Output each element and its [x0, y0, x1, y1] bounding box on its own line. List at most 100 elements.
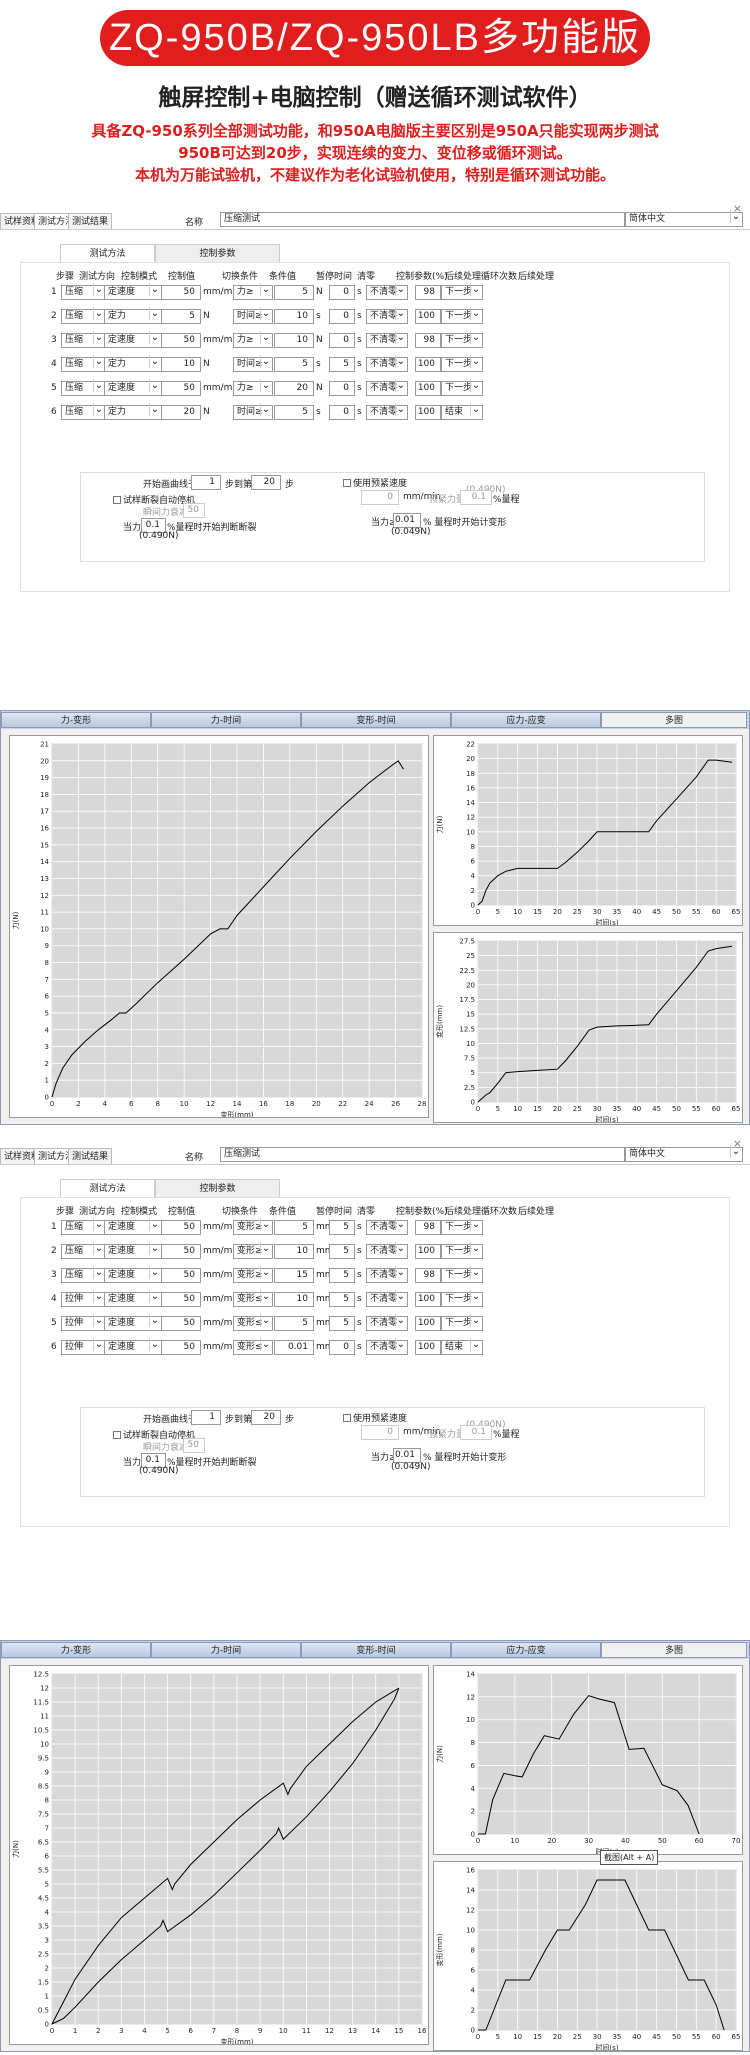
condition-select[interactable]: 变形≥ [233, 1218, 273, 1235]
control-param[interactable]: 100 [415, 1316, 441, 1331]
control-param[interactable]: 98 [415, 1268, 441, 1283]
pause-time[interactable]: 0 [329, 333, 355, 348]
condition-value[interactable]: 5 [274, 285, 314, 300]
clear-select[interactable]: 不清零 [366, 379, 408, 396]
next-action-select[interactable]: 下一步 [441, 307, 483, 324]
pause-time[interactable]: 5 [329, 1316, 355, 1331]
pause-time[interactable]: 5 [329, 357, 355, 372]
control-value[interactable]: 5 [161, 309, 201, 324]
direction-select[interactable]: 拉伸 [61, 1314, 106, 1331]
control-param[interactable]: 98 [415, 285, 441, 300]
close-button[interactable]: × [732, 202, 742, 215]
mode-select[interactable]: 定力 [104, 307, 162, 324]
checkbox-box[interactable] [343, 479, 351, 487]
direction-select[interactable]: 压缩 [61, 1266, 106, 1283]
break-force-input[interactable]: 0.1 [141, 518, 166, 533]
chart-tab-1[interactable]: 力-时间 [151, 1642, 301, 1658]
clear-select[interactable]: 不清零 [366, 1218, 408, 1235]
mode-select[interactable]: 定速度 [104, 379, 162, 396]
control-value[interactable]: 20 [161, 405, 201, 420]
condition-select[interactable]: 变形≥ [233, 1242, 273, 1259]
direction-select[interactable]: 压缩 [61, 331, 106, 348]
pause-time[interactable]: 5 [329, 1244, 355, 1259]
auto-stop-checkbox[interactable]: 试样断裂自动停机 [113, 1428, 195, 1441]
condition-select[interactable]: 时间≥ [233, 355, 273, 372]
subtab-params[interactable]: 控制参数 [155, 244, 280, 262]
pause-time[interactable]: 0 [329, 1340, 355, 1355]
chart-tab-3[interactable]: 应力-应变 [451, 1642, 601, 1658]
pause-time[interactable]: 5 [329, 1268, 355, 1283]
break-force-input[interactable]: 0.1 [141, 1453, 166, 1468]
chart-tab-2[interactable]: 变形-时间 [301, 1642, 451, 1658]
direction-select[interactable]: 压缩 [61, 379, 106, 396]
clear-select[interactable]: 不清零 [366, 307, 408, 324]
chart-tab-2[interactable]: 变形-时间 [301, 712, 451, 728]
pause-time[interactable]: 5 [329, 1292, 355, 1307]
control-param[interactable]: 100 [415, 309, 441, 324]
start-step-input[interactable]: 1 [191, 1410, 221, 1425]
direction-select[interactable]: 压缩 [61, 403, 106, 420]
condition-value[interactable]: 20 [274, 381, 314, 396]
control-param[interactable]: 100 [415, 405, 441, 420]
next-action-select[interactable]: 结束 [441, 1338, 483, 1355]
condition-select[interactable]: 时间≥ [233, 307, 273, 324]
condition-select[interactable]: 变形≤ [233, 1314, 273, 1331]
pause-time[interactable]: 0 [329, 285, 355, 300]
tab-2[interactable]: 测试结果 [68, 213, 113, 229]
preload-force-input[interactable]: 0.1 [460, 1425, 492, 1440]
condition-select[interactable]: 力≥ [233, 379, 273, 396]
language-select[interactable]: 简体中文 [625, 210, 743, 227]
direction-select[interactable]: 压缩 [61, 283, 106, 300]
mode-select[interactable]: 定速度 [104, 283, 162, 300]
condition-select[interactable]: 变形≤ [233, 1290, 273, 1307]
control-param[interactable]: 100 [415, 1340, 441, 1355]
chart-tab-4[interactable]: 多图 [601, 712, 747, 728]
condition-value[interactable]: 5 [274, 1316, 314, 1331]
direction-select[interactable]: 压缩 [61, 1242, 106, 1259]
subtab-params[interactable]: 控制参数 [155, 1179, 280, 1197]
mode-select[interactable]: 定力 [104, 355, 162, 372]
control-value[interactable]: 50 [161, 1220, 201, 1235]
mode-select[interactable]: 定速度 [104, 1242, 162, 1259]
pause-time[interactable]: 0 [329, 309, 355, 324]
direction-select[interactable]: 拉伸 [61, 1290, 106, 1307]
condition-select[interactable]: 变形≤ [233, 1338, 273, 1355]
pause-time[interactable]: 0 [329, 405, 355, 420]
clear-select[interactable]: 不清零 [366, 355, 408, 372]
checkbox-box[interactable] [343, 1414, 351, 1422]
chart-tab-0[interactable]: 力-变形 [1, 712, 151, 728]
subtab-method[interactable]: 测试方法 [60, 244, 155, 262]
next-action-select[interactable]: 下一步 [441, 1218, 483, 1235]
direction-select[interactable]: 拉伸 [61, 1338, 106, 1355]
next-action-select[interactable]: 下一步 [441, 1242, 483, 1259]
control-value[interactable]: 50 [161, 381, 201, 396]
next-action-select[interactable]: 结束 [441, 403, 483, 420]
control-value[interactable]: 50 [161, 1316, 201, 1331]
condition-value[interactable]: 0.01 [274, 1340, 314, 1355]
use-preload-checkbox[interactable]: 使用预紧速度 [343, 476, 407, 489]
mode-select[interactable]: 定速度 [104, 1338, 162, 1355]
direction-select[interactable]: 压缩 [61, 355, 106, 372]
next-action-select[interactable]: 下一步 [441, 283, 483, 300]
control-param[interactable]: 100 [415, 1244, 441, 1259]
clear-select[interactable]: 不清零 [366, 283, 408, 300]
control-value[interactable]: 50 [161, 1340, 201, 1355]
clear-select[interactable]: 不清零 [366, 1338, 408, 1355]
condition-value[interactable]: 10 [274, 1244, 314, 1259]
checkbox-box[interactable] [113, 1431, 121, 1439]
control-param[interactable]: 98 [415, 1220, 441, 1235]
preload-force-input[interactable]: 0.1 [460, 490, 492, 505]
condition-select[interactable]: 力≥ [233, 331, 273, 348]
deform-force-input[interactable]: 0.01 [393, 1448, 421, 1463]
instant-drop-input[interactable]: 50 [183, 503, 205, 518]
chart-tab-4[interactable]: 多图 [601, 1642, 747, 1658]
mode-select[interactable]: 定力 [104, 403, 162, 420]
close-button[interactable]: × [732, 1137, 742, 1150]
name-field[interactable]: 压缩测试 [220, 1147, 625, 1162]
deform-force-input[interactable]: 0.01 [393, 513, 421, 528]
control-value[interactable]: 10 [161, 357, 201, 372]
end-step-input[interactable]: 20 [251, 475, 281, 490]
mode-select[interactable]: 定速度 [104, 1314, 162, 1331]
chart-tab-3[interactable]: 应力-应变 [451, 712, 601, 728]
condition-value[interactable]: 10 [274, 333, 314, 348]
